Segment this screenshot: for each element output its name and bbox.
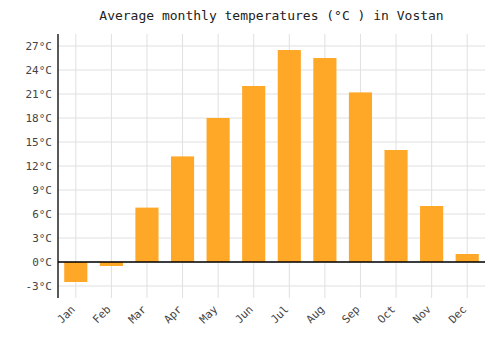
y-axis-line — [57, 34, 58, 298]
x-tick-label: Feb — [90, 303, 113, 326]
y-tick-label: 27°C — [26, 40, 53, 53]
bar — [278, 50, 301, 262]
bar — [135, 208, 158, 262]
x-tick-label: Apr — [161, 303, 185, 327]
y-tick-label: 21°C — [26, 88, 53, 101]
chart-svg: Average monthly temperatures (°C ) in Vo… — [0, 0, 500, 350]
x-tick-label: Jun — [233, 303, 256, 326]
y-grid-line — [58, 286, 485, 287]
y-tick-label: 0°C — [32, 256, 52, 269]
bar — [64, 262, 87, 282]
y-grid-line — [58, 118, 485, 119]
bar — [456, 254, 479, 262]
x-tick-label: Aug — [304, 303, 327, 326]
bar — [207, 118, 230, 262]
x-tick-label: Nov — [411, 303, 435, 327]
x-tick-label: Sep — [339, 303, 362, 326]
x-grid-line — [111, 34, 112, 298]
y-tick-label: 3°C — [32, 232, 52, 245]
zero-line — [58, 261, 485, 263]
grid — [58, 34, 485, 298]
bar — [171, 156, 194, 262]
x-grid-line — [75, 34, 76, 298]
y-grid-line — [58, 262, 485, 263]
bars — [64, 50, 479, 282]
bar — [313, 58, 336, 262]
y-tick-label: 12°C — [26, 160, 53, 173]
y-tick-label: 15°C — [26, 136, 53, 149]
x-tick-label: Mar — [126, 303, 150, 327]
x-tick-label: Oct — [375, 303, 398, 326]
bar — [384, 150, 407, 262]
y-grid-line — [58, 142, 485, 143]
bar — [349, 92, 372, 262]
x-tick-label: Jul — [268, 303, 291, 326]
bar — [420, 206, 443, 262]
y-grid-line — [58, 190, 485, 191]
y-tick-label: 6°C — [32, 208, 52, 221]
chart-container: Average monthly temperatures (°C ) in Vo… — [0, 0, 500, 350]
y-tick-label: 24°C — [26, 64, 53, 77]
x-tick-label: Jan — [55, 303, 78, 326]
x-tick-label: Dec — [446, 303, 469, 326]
bar — [242, 86, 265, 262]
x-tick-label: May — [197, 303, 221, 327]
y-grid-line — [58, 70, 485, 71]
y-tick-label: 18°C — [26, 112, 53, 125]
y-grid-line — [58, 94, 485, 95]
y-grid-line — [58, 166, 485, 167]
y-tick-label: 9°C — [32, 184, 52, 197]
y-tick-label: -3°C — [26, 280, 53, 293]
y-grid-line — [58, 46, 485, 47]
title: Average monthly temperatures (°C ) in Vo… — [99, 8, 443, 23]
